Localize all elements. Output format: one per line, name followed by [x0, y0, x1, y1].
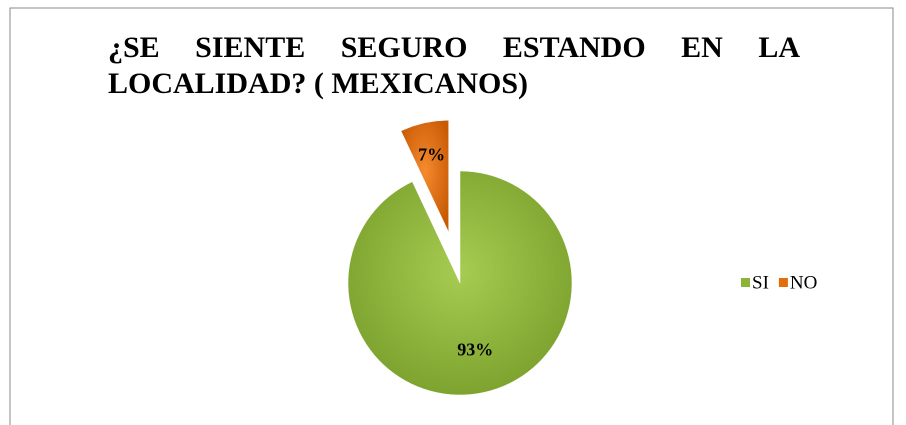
chart-title: ¿SE SIENTE SEGURO ESTANDO EN LA LOCALIDA…	[108, 31, 800, 100]
data-label: 7%	[418, 144, 445, 164]
legend-marker	[778, 278, 788, 287]
legend-label: SI	[752, 272, 769, 293]
legend-marker	[741, 278, 750, 287]
data-label: 93%	[457, 339, 493, 359]
legend-label: NO	[790, 272, 817, 293]
pie-slice	[400, 120, 449, 233]
pie-slice	[347, 170, 573, 396]
chart-frame	[9, 7, 894, 425]
